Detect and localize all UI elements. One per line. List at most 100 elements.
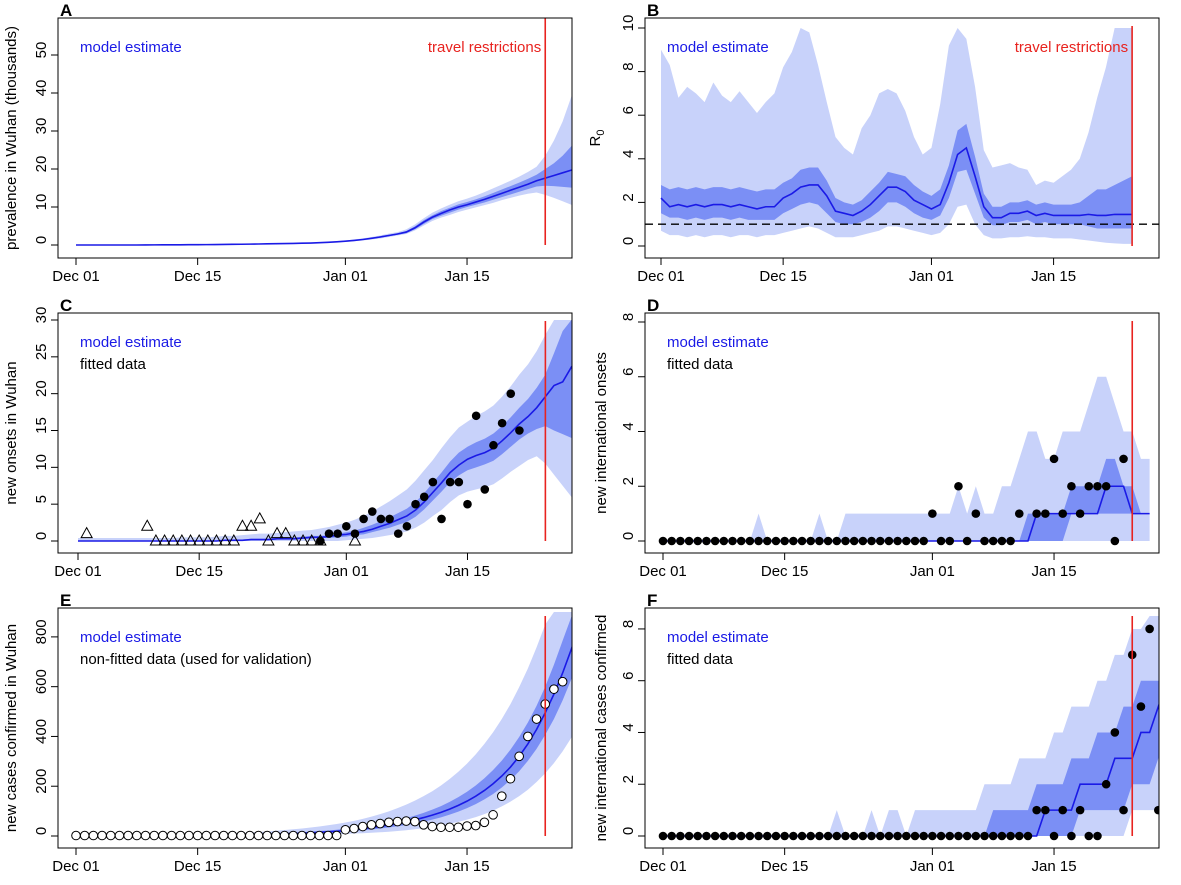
fitted-point — [1101, 779, 1111, 789]
fitted-point — [367, 507, 377, 516]
y-axis-label: R0 — [587, 130, 607, 147]
fitted-point — [1093, 831, 1102, 841]
panel-b: 0 2 4 6 8 10 Dec 01 Dec 15 Jan 01 Jan 15 B R0 model … — [587, 1, 1160, 285]
nonfitted-point — [166, 830, 177, 841]
y-tick-label: 6 — [620, 672, 637, 680]
median-line — [78, 365, 572, 542]
fitted-point — [445, 477, 455, 487]
nonfitted-point — [88, 830, 99, 841]
y-tick-label: 4 — [620, 723, 637, 731]
y-axis-label: new onsets in Wuhan — [3, 361, 20, 504]
fitted-point — [1014, 831, 1024, 841]
nonfitted-point — [470, 820, 481, 831]
fitted-point — [928, 509, 937, 518]
plot-area — [71, 612, 572, 841]
nonfitted-point — [227, 830, 238, 841]
y-tick-label: 8 — [620, 620, 637, 628]
nonfitted-point — [192, 830, 203, 841]
legend-travel-restrictions: travel restrictions — [1015, 39, 1128, 56]
fitted-point — [728, 536, 737, 546]
plot-frame — [644, 607, 1160, 849]
fitted-point — [1075, 805, 1085, 815]
fitted-point — [1110, 728, 1120, 737]
fitted-point — [1058, 805, 1068, 815]
fitted-point — [497, 418, 507, 428]
nonfitted-point — [375, 818, 385, 829]
fitted-point — [980, 831, 989, 841]
fitted-point — [1093, 481, 1102, 491]
nonfitted-point — [305, 830, 316, 841]
y-tick-label: 15 — [33, 417, 50, 434]
plot-frame — [57, 312, 573, 554]
nonfitted-point — [210, 830, 220, 841]
panel-label: D — [647, 296, 659, 315]
nonfitted-point — [349, 823, 359, 834]
fitted-point — [936, 536, 946, 546]
fitted-point — [962, 536, 972, 546]
panel-a: 0 10 20 30 40 50 Dec 01 Dec 15 Jan 01 Jan 15 Aprev… — [3, 1, 573, 285]
nonfitted-point — [80, 526, 94, 539]
nonfitted-point — [288, 830, 299, 841]
legend-model-estimate: model estimate — [667, 629, 769, 646]
fitted-point — [1023, 831, 1033, 841]
fitted-point — [428, 477, 438, 487]
nonfitted-point — [262, 830, 272, 841]
y-tick-label: 10 — [620, 15, 637, 32]
fitted-point — [693, 831, 703, 841]
fitted-point — [997, 536, 1007, 546]
y-tick-label: 40 — [33, 80, 50, 97]
panel-c: 0 5 10 15 20 25 30 Dec 01 Dec 15 Jan 01 Jan 15 Cnew… — [3, 296, 573, 580]
outer-interval-band — [663, 616, 1159, 836]
fitted-point — [1136, 702, 1146, 711]
plot-area — [658, 321, 1150, 546]
fitted-point — [324, 529, 334, 538]
y-tick-label: 0 — [33, 532, 50, 540]
nonfitted-point — [514, 751, 524, 762]
nonfitted-point — [331, 830, 342, 841]
panel-label: F — [647, 591, 657, 610]
nonfitted-point — [297, 830, 307, 841]
fitted-point — [1075, 509, 1085, 518]
plot-frame — [57, 17, 573, 259]
fitted-point — [771, 536, 781, 546]
x-tick-label: Dec 15 — [174, 858, 222, 875]
nonfitted-point — [166, 533, 180, 546]
fitted-point — [658, 536, 668, 546]
fitted-point — [745, 536, 755, 546]
fitted-point — [858, 831, 868, 841]
fitted-point — [849, 831, 859, 841]
fitted-point — [875, 831, 885, 841]
fitted-point — [893, 831, 902, 841]
nonfitted-point — [488, 810, 498, 820]
y-tick-label: 30 — [33, 118, 50, 135]
nonfitted-point — [140, 519, 154, 531]
fitted-point — [376, 514, 386, 524]
nonfitted-point — [149, 830, 160, 841]
x-tick-label: Jan 01 — [910, 563, 955, 580]
nonfitted-point — [253, 830, 264, 841]
fitted-point — [359, 514, 368, 524]
nonfitted-point — [296, 533, 310, 546]
fitted-point — [815, 536, 824, 546]
fitted-point — [797, 831, 807, 841]
fitted-point — [684, 536, 694, 546]
fitted-point — [910, 831, 920, 841]
fitted-point — [515, 426, 524, 435]
fitted-point — [902, 831, 911, 841]
y-axis-label: new cases confirmed in Wuhan — [3, 624, 20, 832]
fitted-point — [676, 536, 685, 546]
fitted-point — [754, 536, 763, 546]
legend-data: fitted data — [667, 356, 734, 373]
fitted-point — [875, 536, 885, 546]
y-tick-label: 600 — [33, 669, 50, 694]
nonfitted-point — [201, 830, 212, 841]
nonfitted-point — [184, 533, 197, 546]
legend-model-estimate: model estimate — [80, 334, 182, 351]
fitted-point — [454, 477, 464, 487]
fitted-point — [463, 499, 472, 509]
fitted-point — [928, 831, 937, 841]
nonfitted-point — [279, 830, 290, 841]
nonfitted-point — [392, 816, 403, 827]
x-tick-label: Dec 15 — [761, 563, 809, 580]
